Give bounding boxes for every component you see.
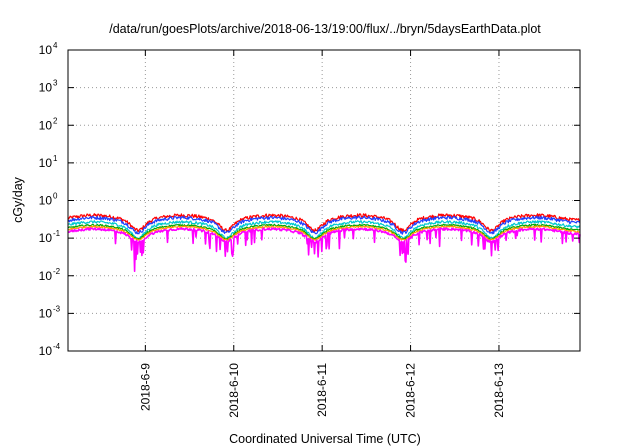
- series-line: [67, 227, 581, 272]
- series-line: [67, 215, 581, 235]
- x-tick-label: 2018-6-12: [404, 363, 418, 418]
- x-tick-label: 2018-6-11: [315, 363, 329, 417]
- y-tick-label: 10 3: [39, 79, 58, 95]
- y-tick-exponent: 3: [53, 79, 58, 88]
- y-tick-exponent: 4: [53, 41, 58, 50]
- y-tick-label: 10 -4: [39, 342, 61, 358]
- y-tick-label: 10 4: [39, 41, 58, 57]
- series-line: [68, 220, 581, 240]
- x-tick-label: 2018-6-9: [138, 363, 152, 411]
- y-tick-exponent: -1: [53, 229, 61, 238]
- y-tick-label: 10 -2: [39, 267, 61, 283]
- series-group: [67, 213, 581, 272]
- y-axis-label: cGy/day: [11, 176, 25, 223]
- y-tick-exponent: 2: [53, 116, 58, 125]
- y-tick-base: 10: [39, 269, 53, 283]
- y-tick-label: 10 1: [39, 154, 58, 170]
- x-tick-label: 2018-6-13: [492, 363, 506, 418]
- y-tick-exponent: -2: [53, 267, 61, 276]
- y-tick-base: 10: [39, 306, 53, 320]
- grid: [68, 50, 580, 351]
- y-tick-base: 10: [39, 156, 53, 170]
- y-tick-exponent: 1: [53, 154, 58, 163]
- y-tick-label: 10 -3: [39, 304, 61, 320]
- y-tick-label: 10 2: [39, 116, 58, 132]
- y-tick-label: 10 -1: [39, 229, 61, 245]
- y-tick-label: 10 0: [39, 192, 58, 208]
- y-tick-base: 10: [39, 43, 53, 57]
- series-line: [67, 225, 581, 241]
- y-tick-base: 10: [39, 344, 53, 358]
- y-tick-exponent: -3: [53, 304, 61, 313]
- y-tick-base: 10: [39, 194, 53, 208]
- y-tick-exponent: -4: [53, 342, 61, 351]
- y-tick-exponent: 0: [53, 192, 58, 201]
- x-tick-label: 2018-6-10: [227, 363, 241, 418]
- y-tick-base: 10: [39, 81, 53, 95]
- y-tick-base: 10: [39, 231, 53, 245]
- x-axis-label: Coordinated Universal Time (UTC): [229, 432, 421, 446]
- chart-title: /data/run/goesPlots/archive/2018-06-13/1…: [109, 22, 541, 36]
- y-tick-base: 10: [39, 118, 53, 132]
